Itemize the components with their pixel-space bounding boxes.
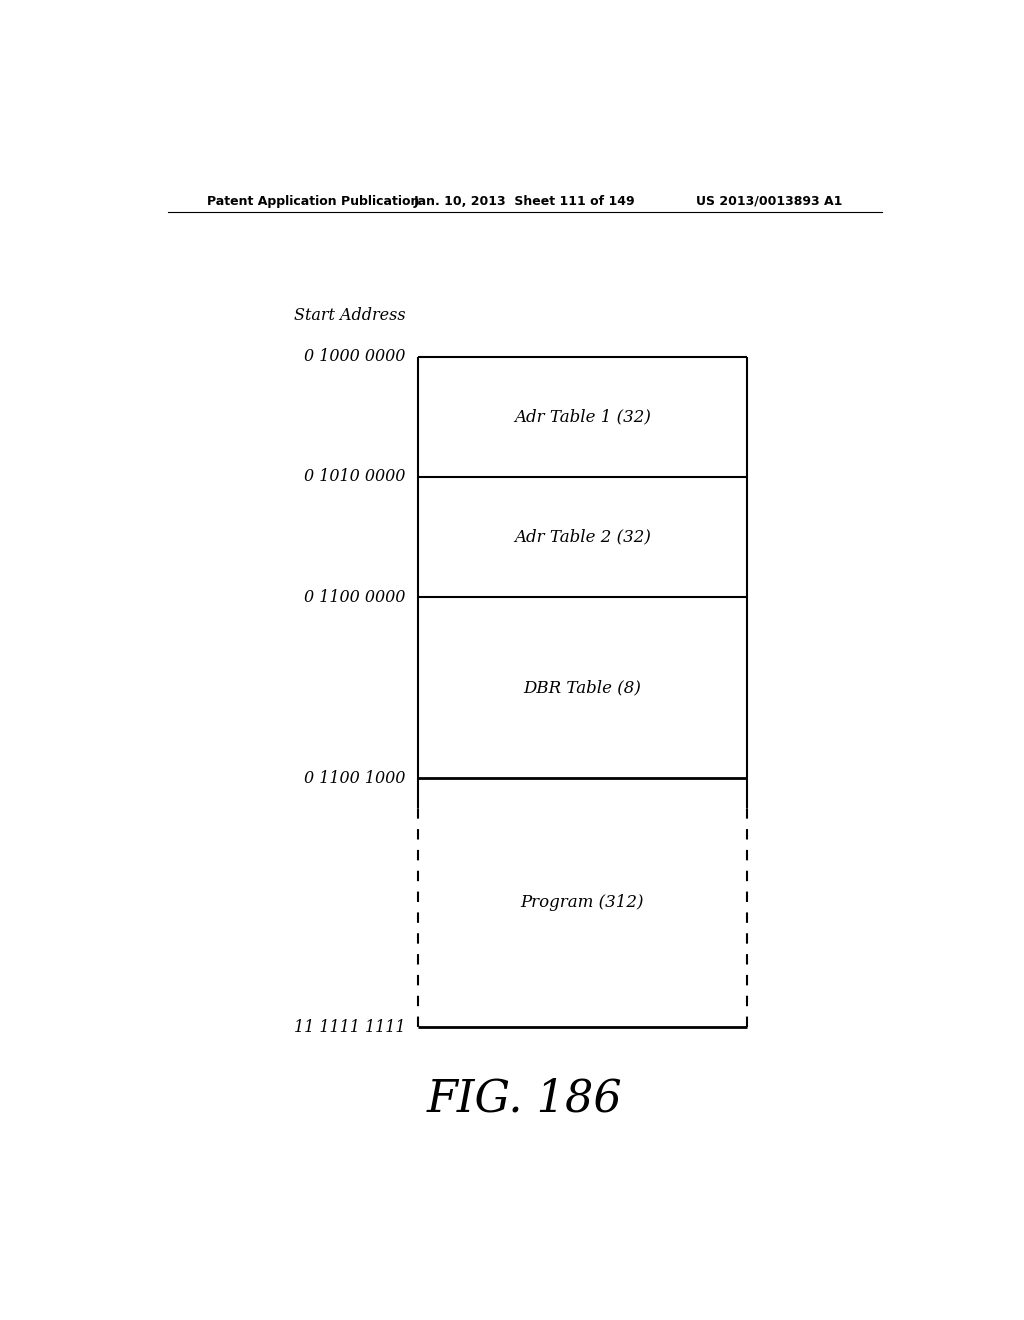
Text: Adr Table 1 (32): Adr Table 1 (32): [514, 408, 651, 425]
Text: 0 1100 1000: 0 1100 1000: [304, 770, 406, 787]
Text: Patent Application Publication: Patent Application Publication: [207, 194, 420, 207]
Text: Program (312): Program (312): [520, 895, 644, 911]
Text: Jan. 10, 2013  Sheet 111 of 149: Jan. 10, 2013 Sheet 111 of 149: [414, 194, 636, 207]
Text: 11 1111 1111: 11 1111 1111: [294, 1019, 406, 1036]
Text: Adr Table 2 (32): Adr Table 2 (32): [514, 528, 651, 545]
Text: US 2013/0013893 A1: US 2013/0013893 A1: [696, 194, 842, 207]
Text: 0 1010 0000: 0 1010 0000: [304, 469, 406, 486]
Text: FIG. 186: FIG. 186: [427, 1077, 623, 1121]
Text: DBR Table (8): DBR Table (8): [523, 680, 641, 696]
Text: 0 1100 0000: 0 1100 0000: [304, 589, 406, 606]
Text: Start Address: Start Address: [294, 308, 406, 325]
Text: 0 1000 0000: 0 1000 0000: [304, 348, 406, 366]
